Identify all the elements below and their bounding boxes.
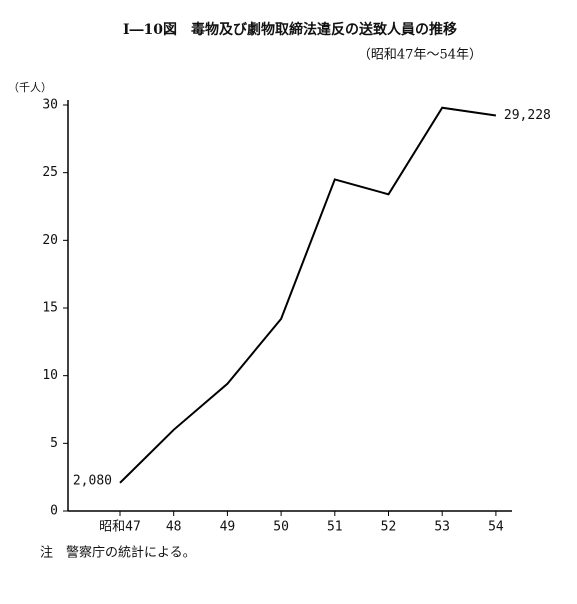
- x-tick-label: 49: [220, 520, 236, 535]
- data-label: 29,228: [504, 108, 551, 123]
- y-tick-label: 30: [42, 98, 58, 113]
- y-tick-label: 20: [42, 233, 58, 248]
- y-tick-label: 5: [50, 436, 58, 451]
- data-label: 2,080: [73, 473, 112, 488]
- y-axis-label: （千人）: [8, 81, 52, 94]
- y-tick-label: 25: [42, 165, 58, 180]
- x-tick-label: 52: [381, 520, 397, 535]
- chart-subtitle: （昭和47年～54年）: [358, 48, 482, 63]
- y-tick-label: 0: [50, 504, 58, 519]
- y-tick-label: 15: [42, 301, 58, 316]
- chart-title: Ⅰ―10図 毒物及び劇物取締法違反の送致人員の推移: [123, 21, 457, 38]
- x-tick-label: 54: [488, 520, 504, 535]
- x-tick-label: 51: [327, 520, 343, 535]
- note: 注 警察庁の統計による。: [40, 545, 196, 561]
- x-tick-label: 50: [273, 520, 289, 535]
- line: [119, 106, 497, 484]
- x-tick-label: 48: [166, 520, 182, 535]
- y-tick-label: 10: [42, 368, 58, 383]
- x-tick-label: 昭和47: [99, 520, 141, 535]
- x-tick-label: 53: [434, 520, 450, 535]
